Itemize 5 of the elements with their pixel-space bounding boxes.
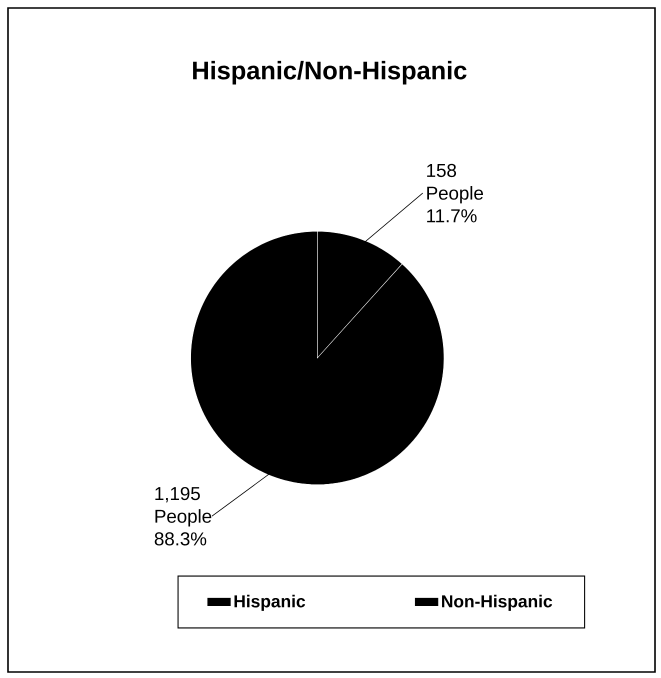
data-label: 1,195 People 88.3% bbox=[154, 486, 212, 546]
legend-label: Hispanic bbox=[234, 594, 306, 611]
chart-title: Hispanic/Non-Hispanic bbox=[193, 60, 467, 84]
data-label: 158 People 11.7% bbox=[427, 164, 483, 222]
legend-label: Non-Hispanic bbox=[442, 594, 552, 611]
